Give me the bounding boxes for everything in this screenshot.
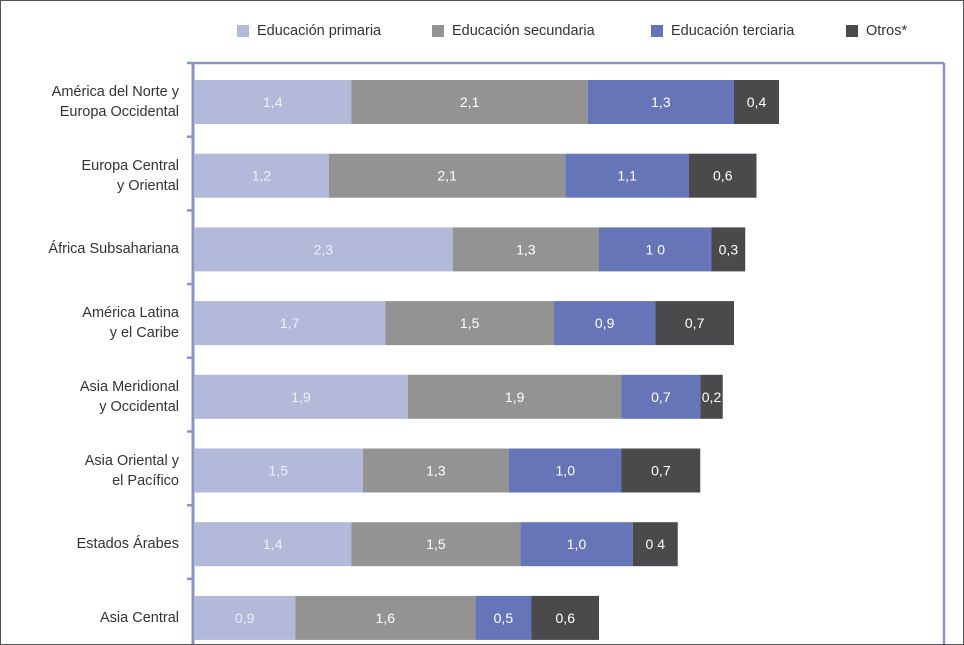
data-label: 2,3 <box>314 241 334 257</box>
bar-segment <box>194 374 408 419</box>
legend-swatch-primaria <box>237 25 249 37</box>
bar-segment <box>734 80 779 124</box>
data-label: 0,7 <box>651 389 671 405</box>
bar-segment <box>194 153 329 198</box>
bar-segment <box>351 522 521 567</box>
data-label: 1 0 <box>646 241 666 257</box>
bar-segment <box>194 80 352 124</box>
bar-segment <box>554 301 656 346</box>
data-label: 1,6 <box>376 610 396 626</box>
bar-segment <box>621 374 701 419</box>
legend-swatch-secundaria <box>432 25 444 37</box>
bar-segment <box>655 301 734 346</box>
data-label: 0,7 <box>685 315 705 331</box>
data-label: 1,9 <box>291 389 311 405</box>
data-label: 0,9 <box>235 610 255 626</box>
data-label: 1,0 <box>556 463 576 479</box>
bar-segment <box>711 227 746 272</box>
bar-segment <box>565 153 689 198</box>
legend-swatch-otros <box>846 25 858 37</box>
category-label: Asia Oriental y el Pacífico <box>84 452 179 489</box>
bar-segment <box>407 374 622 419</box>
category-label: América del Norte y Europa Occidental <box>51 84 179 120</box>
data-label: 1,5 <box>426 536 446 552</box>
bar-segment <box>475 595 532 640</box>
category-label: Asia Central <box>100 609 179 626</box>
data-label: 0,2 <box>702 389 722 405</box>
data-label: 0,9 <box>595 315 615 331</box>
bar-segment <box>621 448 701 493</box>
bar-segment <box>452 227 599 272</box>
data-label: 1,7 <box>280 315 300 331</box>
data-label: 1,3 <box>426 463 446 479</box>
legend-label-primaria: Educación primaria <box>257 23 382 39</box>
bar-segment <box>520 522 633 567</box>
bar-segment <box>531 595 599 640</box>
bar-segment <box>329 153 566 198</box>
data-label: 1,1 <box>617 168 637 184</box>
bar-segment <box>351 80 588 124</box>
data-label: 1,9 <box>505 389 525 405</box>
data-label: 1,5 <box>269 463 289 479</box>
bar-segment <box>700 374 723 419</box>
category-label: América Latina y el Caribe <box>82 305 179 342</box>
bar-segment <box>509 448 622 493</box>
legend-label-terciaria: Educación terciaria <box>671 23 795 39</box>
bar-segment <box>385 301 554 346</box>
bar-segment <box>632 522 678 567</box>
legend-label-secundaria: Educación secundaria <box>452 23 595 39</box>
data-label: 1,0 <box>567 536 587 552</box>
legend-swatch-terciaria <box>651 25 663 37</box>
legend-label-otros: Otros* <box>866 23 908 39</box>
data-label: 1,3 <box>651 94 671 110</box>
category-label: Europa Central y Oriental <box>81 157 179 194</box>
data-label: 2,1 <box>437 168 457 184</box>
bar-segment <box>689 153 757 198</box>
data-label: 0,5 <box>494 610 514 626</box>
category-label: Estados Árabes <box>76 536 179 553</box>
data-label: 0 4 <box>646 536 666 552</box>
data-label: 1,3 <box>516 241 536 257</box>
bar-segment <box>194 301 386 346</box>
category-label: África Subsahariana <box>48 241 179 258</box>
data-label: 0,6 <box>713 168 733 184</box>
data-label: 0,4 <box>747 94 767 110</box>
bar-segment <box>194 595 296 640</box>
data-label: 1,2 <box>252 168 272 184</box>
bar-segment <box>295 595 476 640</box>
data-label: 1,4 <box>263 94 283 110</box>
data-label: 0,7 <box>651 463 671 479</box>
category-label: Asia Meridional y Occidental <box>79 378 179 415</box>
bar-segment <box>599 227 712 272</box>
bar-segment <box>194 227 453 272</box>
bar-segment <box>362 448 509 493</box>
data-label: 1,5 <box>460 315 480 331</box>
data-label: 2,1 <box>460 94 480 110</box>
data-label: 0,3 <box>719 241 739 257</box>
data-label: 0,6 <box>556 610 576 626</box>
bar-segment <box>194 448 363 493</box>
data-label: 1,4 <box>263 536 283 552</box>
bar-segment <box>194 522 352 567</box>
bar-segment <box>587 80 734 124</box>
